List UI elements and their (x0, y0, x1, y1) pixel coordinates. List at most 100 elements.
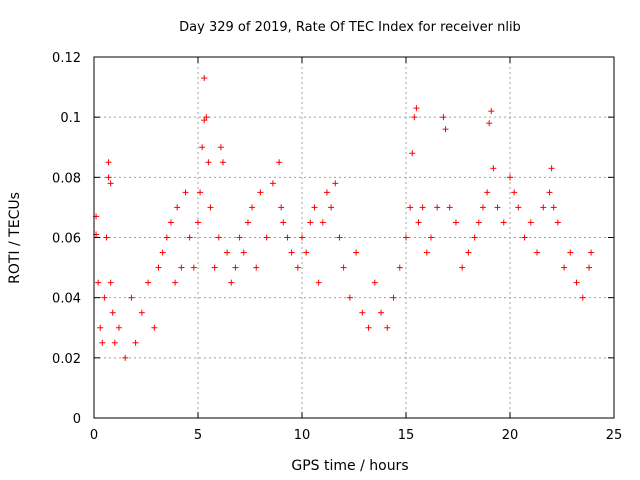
data-point (423, 249, 430, 256)
data-point (384, 324, 391, 331)
y-tick-label: 0.12 (52, 51, 81, 66)
data-point (99, 339, 106, 346)
data-point (353, 249, 360, 256)
data-point (378, 309, 385, 316)
data-point (115, 324, 122, 331)
data-point (494, 204, 501, 211)
data-point (336, 234, 343, 241)
data-point (548, 165, 555, 172)
data-point (288, 249, 295, 256)
data-point (434, 204, 441, 211)
data-point (311, 204, 318, 211)
data-point (323, 189, 330, 196)
data-point (419, 204, 426, 211)
data-point (303, 249, 310, 256)
data-point (107, 279, 114, 286)
data-point (588, 249, 595, 256)
data-point (95, 279, 102, 286)
data-point (205, 159, 212, 166)
data-point (365, 324, 372, 331)
data-point (332, 180, 339, 187)
data-point (217, 144, 224, 151)
data-point (182, 189, 189, 196)
data-point (276, 159, 283, 166)
data-point (540, 204, 547, 211)
data-point (224, 249, 231, 256)
data-point (215, 234, 222, 241)
x-tick-label: 10 (294, 428, 311, 443)
data-point (228, 279, 235, 286)
y-tick-label: 0.08 (52, 171, 81, 186)
data-point (178, 264, 185, 271)
data-point (534, 249, 541, 256)
data-point (253, 264, 260, 271)
data-point (219, 159, 226, 166)
data-point (488, 108, 495, 115)
data-point (359, 309, 366, 316)
data-point (195, 219, 201, 226)
data-point (346, 294, 353, 301)
data-point (411, 114, 418, 121)
data-point (586, 264, 593, 271)
data-point (307, 219, 314, 226)
data-point (269, 180, 276, 187)
data-point (486, 120, 493, 127)
data-point (197, 189, 204, 196)
data-point (155, 264, 162, 271)
data-point (249, 204, 256, 211)
data-point (232, 264, 239, 271)
data-point (490, 165, 497, 172)
data-point (390, 294, 397, 301)
data-point (340, 264, 347, 271)
data-point (409, 150, 416, 157)
data-point (103, 234, 110, 241)
data-point (579, 294, 586, 301)
x-tick-label: 5 (194, 428, 202, 443)
data-point (207, 204, 214, 211)
data-point (507, 174, 513, 181)
x-tick-label: 15 (398, 428, 415, 443)
y-tick-label: 0.1 (60, 111, 81, 126)
data-point (128, 294, 135, 301)
data-point (186, 234, 193, 241)
data-point (500, 219, 507, 226)
data-point (567, 249, 574, 256)
data-point (122, 354, 129, 361)
data-point (172, 279, 179, 286)
data-point (107, 180, 114, 187)
data-point (199, 144, 206, 151)
data-point (101, 294, 108, 301)
data-point (280, 219, 287, 226)
data-point (201, 75, 208, 82)
data-point (561, 264, 568, 271)
data-point (105, 174, 112, 181)
data-point (479, 204, 486, 211)
y-tick-label: 0.02 (52, 352, 81, 367)
y-axis-label: ROTI / TECUs (7, 192, 23, 284)
y-tick-label: 0 (73, 412, 81, 427)
data-point (174, 204, 181, 211)
data-point (407, 204, 414, 211)
x-tick-labels: 0 5 10 15 20 25 (90, 428, 622, 443)
data-point (299, 234, 305, 241)
data-point (440, 114, 447, 121)
data-point (371, 279, 378, 286)
axis-ticks (93, 56, 615, 419)
data-point (294, 264, 301, 271)
data-point (511, 189, 518, 196)
data-point (132, 339, 139, 346)
data-point (527, 219, 534, 226)
data-point (484, 189, 491, 196)
data-point (109, 309, 116, 316)
x-axis-label: GPS time / hours (291, 458, 408, 474)
data-point (328, 204, 335, 211)
data-point (315, 279, 322, 286)
y-tick-labels: 0 0.02 0.04 0.06 0.08 0.1 0.12 (52, 51, 81, 427)
data-point (554, 219, 561, 226)
data-point (244, 219, 251, 226)
data-point (190, 264, 197, 271)
data-point (97, 324, 104, 331)
data-point (546, 189, 553, 196)
data-point (284, 234, 291, 241)
